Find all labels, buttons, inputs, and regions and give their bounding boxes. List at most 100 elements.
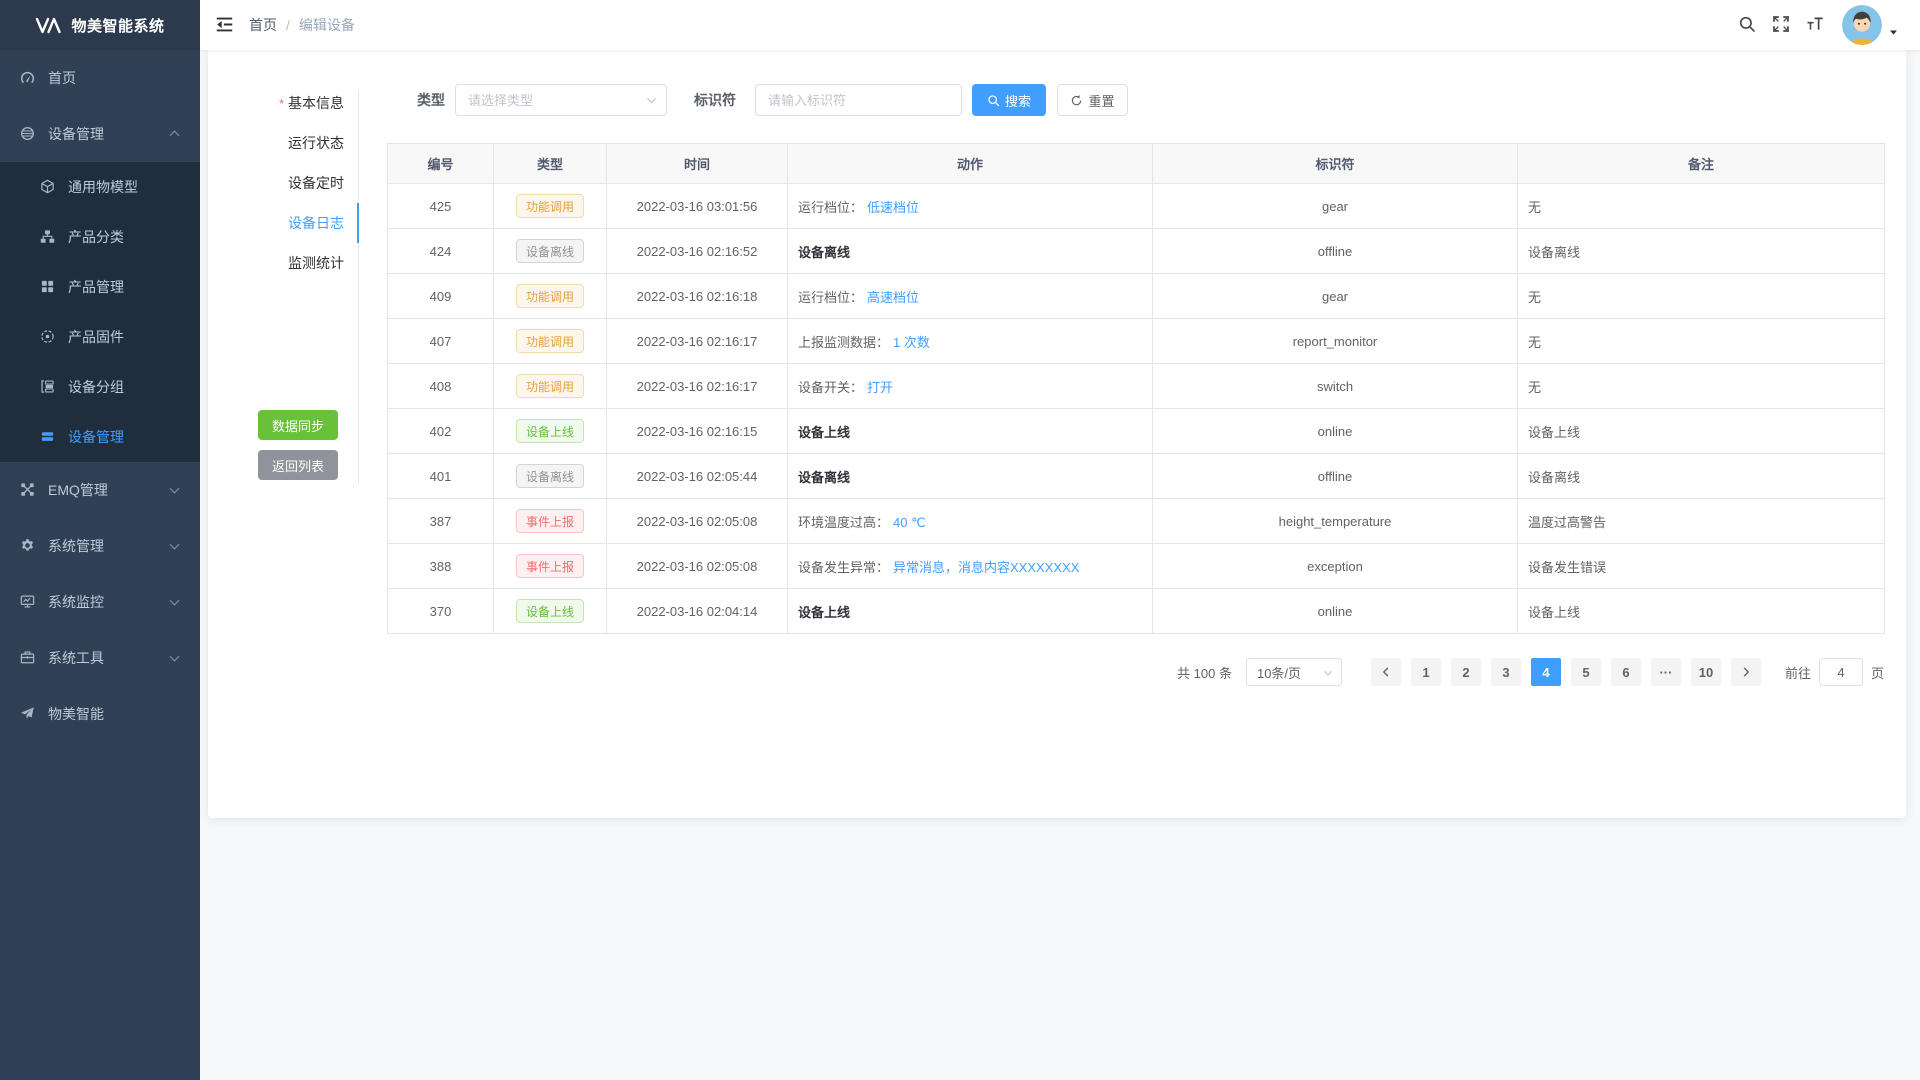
log-identifier-cell: online bbox=[1152, 408, 1518, 454]
log-id-cell: 407 bbox=[387, 318, 494, 364]
reset-button[interactable]: 重置 bbox=[1057, 84, 1128, 116]
identifier-input[interactable] bbox=[755, 84, 962, 116]
log-time-cell: 2022-03-16 02:16:17 bbox=[606, 363, 788, 409]
sidebar-item-label: 系统工具 bbox=[48, 650, 104, 666]
log-action-cell: 运行档位： 高速档位 bbox=[787, 273, 1153, 319]
sidebar-item[interactable]: 产品分类 bbox=[0, 212, 200, 262]
fold-icon[interactable] bbox=[215, 15, 235, 35]
log-time-cell: 2022-03-16 02:05:08 bbox=[606, 543, 788, 589]
sidebar-item-label: 物美智能 bbox=[48, 706, 104, 722]
prev-page-button[interactable] bbox=[1370, 658, 1401, 686]
chevron-left-icon bbox=[1380, 666, 1392, 678]
sidebar-item[interactable]: 系统管理 bbox=[0, 518, 200, 574]
log-identifier-cell: exception bbox=[1152, 543, 1518, 589]
chevron-down-icon bbox=[1322, 667, 1334, 679]
tab-label: 设备定时 bbox=[288, 175, 344, 191]
sidebar-item[interactable]: 产品固件 bbox=[0, 312, 200, 362]
app-logo[interactable]: 物美智能系统 bbox=[0, 0, 200, 50]
log-id-cell: 387 bbox=[387, 498, 494, 544]
action-link[interactable]: 打开 bbox=[867, 379, 894, 395]
back-to-list-button[interactable]: 返回列表 bbox=[258, 450, 338, 480]
action-link[interactable]: 1 次数 bbox=[893, 334, 930, 350]
table-row: 407 功能调用 2022-03-16 02:16:17 上报监测数据： 1 次数… bbox=[387, 318, 1885, 364]
tab-item[interactable]: * 基本信息 bbox=[208, 83, 358, 123]
goto-page-input[interactable] bbox=[1818, 658, 1863, 686]
page-number-button[interactable]: 5 bbox=[1570, 658, 1601, 686]
sidebar-item[interactable]: 设备分组 bbox=[0, 362, 200, 412]
page-size-value: 10条/页 bbox=[1256, 665, 1302, 681]
sidebar-item[interactable]: 产品管理 bbox=[0, 262, 200, 312]
sidebar-item[interactable]: 通用物模型 bbox=[0, 162, 200, 212]
page-number-button[interactable]: 2 bbox=[1450, 658, 1481, 686]
page-number-button[interactable]: 4 bbox=[1530, 658, 1561, 686]
column-header: 标识符 bbox=[1152, 143, 1518, 184]
log-time-cell: 2022-03-16 02:05:08 bbox=[606, 498, 788, 544]
column-header: 时间 bbox=[606, 143, 788, 184]
goto-page: 前往 页 bbox=[1785, 658, 1884, 686]
log-id-cell: 402 bbox=[387, 408, 494, 454]
sidebar-item[interactable]: 物美智能 bbox=[0, 686, 200, 742]
paper-plane-icon bbox=[20, 706, 36, 722]
breadcrumb-separator: / bbox=[286, 17, 290, 33]
tab-item[interactable]: *运行状态 bbox=[208, 123, 358, 163]
log-type-tag: 设备上线 bbox=[515, 419, 584, 443]
table-row: 425 功能调用 2022-03-16 03:01:56 运行档位： 低速档位 g… bbox=[387, 183, 1885, 229]
sidebar: 物美智能系统 首页 设备管理 通用物模型 bbox=[0, 0, 200, 1080]
reset-button-label: 重置 bbox=[1088, 93, 1115, 109]
log-type-tag: 设备离线 bbox=[515, 464, 584, 488]
sidebar-item-label: 产品管理 bbox=[68, 279, 124, 295]
page-size-select[interactable]: 10条/页 bbox=[1245, 658, 1342, 686]
tab-item[interactable]: *设备定时 bbox=[208, 163, 358, 203]
sidebar-item-label: 产品分类 bbox=[68, 229, 124, 245]
log-id-cell: 409 bbox=[387, 273, 494, 319]
log-remark-cell: 无 bbox=[1517, 273, 1885, 319]
action-link[interactable]: 低速档位 bbox=[867, 199, 920, 215]
page-number-button[interactable]: ··· bbox=[1650, 658, 1681, 686]
app-title: 物美智能系统 bbox=[71, 17, 165, 35]
log-type-tag: 事件上报 bbox=[515, 509, 584, 533]
log-time-cell: 2022-03-16 02:05:44 bbox=[606, 453, 788, 499]
sidebar-item[interactable]: 首页 bbox=[0, 50, 200, 106]
log-remark-cell: 无 bbox=[1517, 318, 1885, 364]
type-select[interactable] bbox=[455, 84, 667, 116]
page-number-button[interactable]: 6 bbox=[1610, 658, 1641, 686]
tab-label: 基本信息 bbox=[288, 95, 344, 111]
tab-item[interactable]: *设备日志 bbox=[208, 203, 358, 243]
action-text: 上报监测数据： bbox=[798, 334, 890, 350]
font-size-icon[interactable] bbox=[1806, 15, 1826, 35]
log-remark-cell: 设备上线 bbox=[1517, 588, 1885, 634]
search-button[interactable]: 搜索 bbox=[972, 84, 1046, 116]
data-sync-button[interactable]: 数据同步 bbox=[258, 410, 338, 440]
dashboard-icon bbox=[20, 70, 36, 86]
sidebar-item-label: 设备分组 bbox=[68, 379, 124, 395]
action-link[interactable]: 异常消息，消息内容XXXXXXXX bbox=[893, 559, 1080, 575]
sidebar-item[interactable]: 设备管理 bbox=[0, 412, 200, 462]
log-id-cell: 424 bbox=[387, 228, 494, 274]
avatar-image[interactable] bbox=[1842, 5, 1882, 45]
log-remark-cell: 设备离线 bbox=[1517, 228, 1885, 274]
table-row: 409 功能调用 2022-03-16 02:16:18 运行档位： 高速档位 g… bbox=[387, 273, 1885, 319]
sidebar-item-label: 产品固件 bbox=[68, 329, 124, 345]
tab-item[interactable]: *监测统计 bbox=[208, 243, 358, 283]
page-number-button[interactable]: 1 bbox=[1410, 658, 1441, 686]
log-action-cell: 运行档位： 低速档位 bbox=[787, 183, 1153, 229]
page-number-button[interactable]: 10 bbox=[1690, 658, 1721, 686]
sidebar-item[interactable]: 系统工具 bbox=[0, 630, 200, 686]
breadcrumb-home[interactable]: 首页 bbox=[249, 17, 277, 33]
device-edit-card: *基本信息 *运行状态 *设备定时 *设备日志 *监测统 bbox=[208, 50, 1906, 818]
log-identifier-cell: gear bbox=[1152, 273, 1518, 319]
column-header: 备注 bbox=[1517, 143, 1885, 184]
action-link[interactable]: 40 ℃ bbox=[893, 514, 926, 530]
sidebar-item[interactable]: 系统监控 bbox=[0, 574, 200, 630]
sidebar-item[interactable]: EMQ管理 bbox=[0, 462, 200, 518]
caret-down-icon[interactable] bbox=[1888, 25, 1900, 37]
log-action-cell: 设备离线 bbox=[787, 228, 1153, 274]
sidebar-item[interactable]: 设备管理 bbox=[0, 106, 200, 162]
action-link[interactable]: 高速档位 bbox=[867, 289, 920, 305]
next-page-button[interactable] bbox=[1730, 658, 1761, 686]
page-number-button[interactable]: 3 bbox=[1490, 658, 1521, 686]
search-icon[interactable] bbox=[1738, 15, 1758, 35]
fullscreen-icon[interactable] bbox=[1772, 15, 1792, 35]
action-text: 环境温度过高： bbox=[798, 514, 890, 530]
log-type-tag: 设备离线 bbox=[515, 239, 584, 263]
